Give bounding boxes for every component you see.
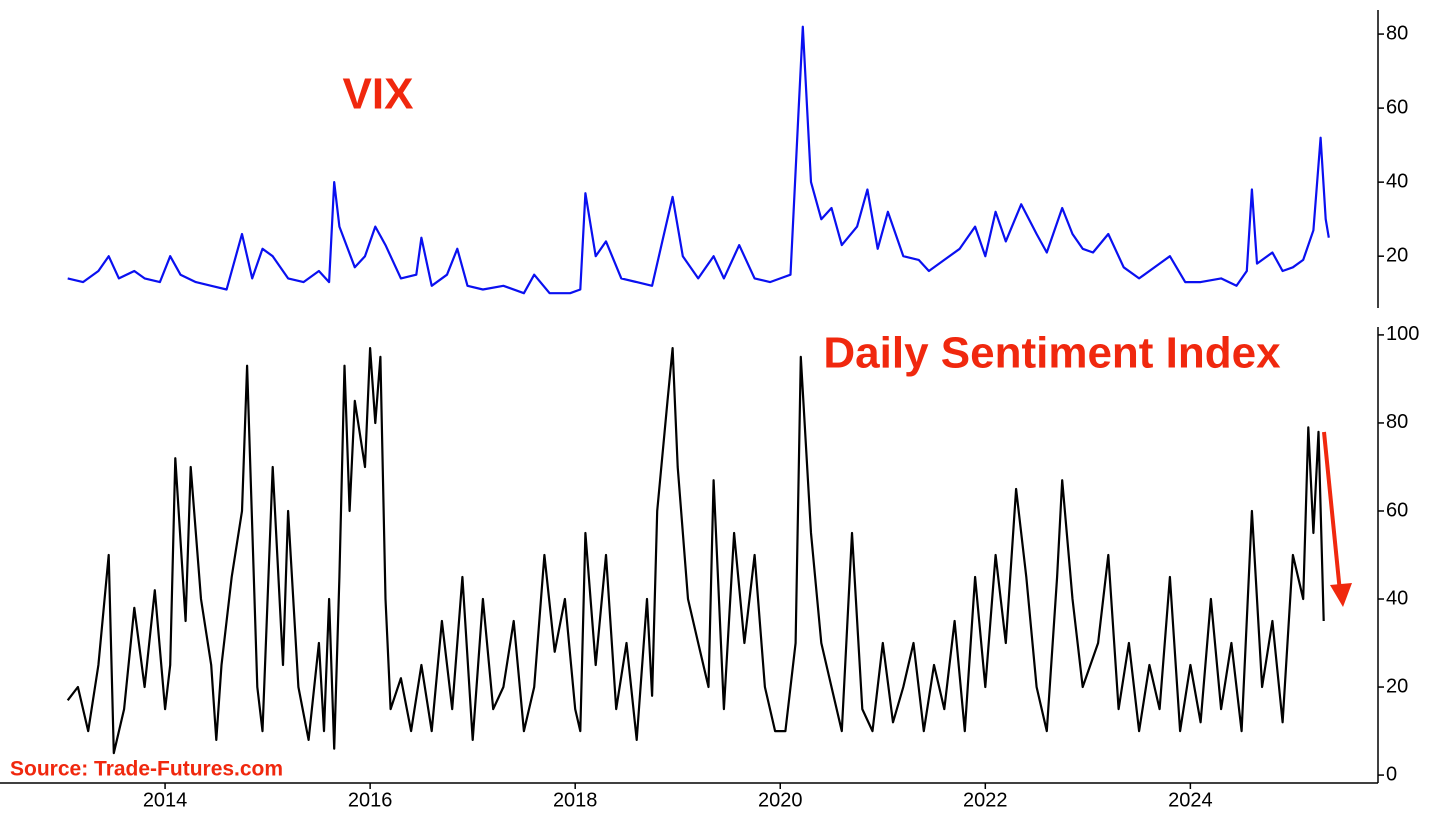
y-tick-label: 40: [1386, 587, 1408, 609]
y-tick-label: 60: [1386, 96, 1408, 118]
series-line: [66, 347, 1325, 755]
arrow-head: [1330, 583, 1352, 607]
y-tick-label: 60: [1386, 499, 1408, 521]
arrow: [1322, 431, 1342, 593]
x-tick-label: 2018: [553, 789, 598, 811]
dsi-title: Daily Sentiment Index: [823, 329, 1281, 378]
x-tick-label: 2014: [143, 789, 188, 811]
x-tick-label: 2024: [1168, 789, 1213, 811]
y-tick-label: 80: [1386, 22, 1408, 44]
x-tick-label: 2022: [963, 789, 1008, 811]
y-tick-label: 80: [1386, 411, 1408, 433]
y-tick-label: 40: [1386, 170, 1408, 192]
source-note: Source: Trade-Futures.com: [10, 758, 283, 781]
x-tick-label: 2020: [758, 789, 803, 811]
vix-title: VIX: [343, 70, 414, 119]
y-tick-label: 0: [1386, 763, 1397, 785]
y-tick-label: 100: [1386, 323, 1419, 345]
y-tick-label: 20: [1386, 675, 1408, 697]
series-line: [67, 25, 1330, 295]
x-tick-label: 2016: [348, 789, 393, 811]
y-tick-label: 20: [1386, 244, 1408, 266]
